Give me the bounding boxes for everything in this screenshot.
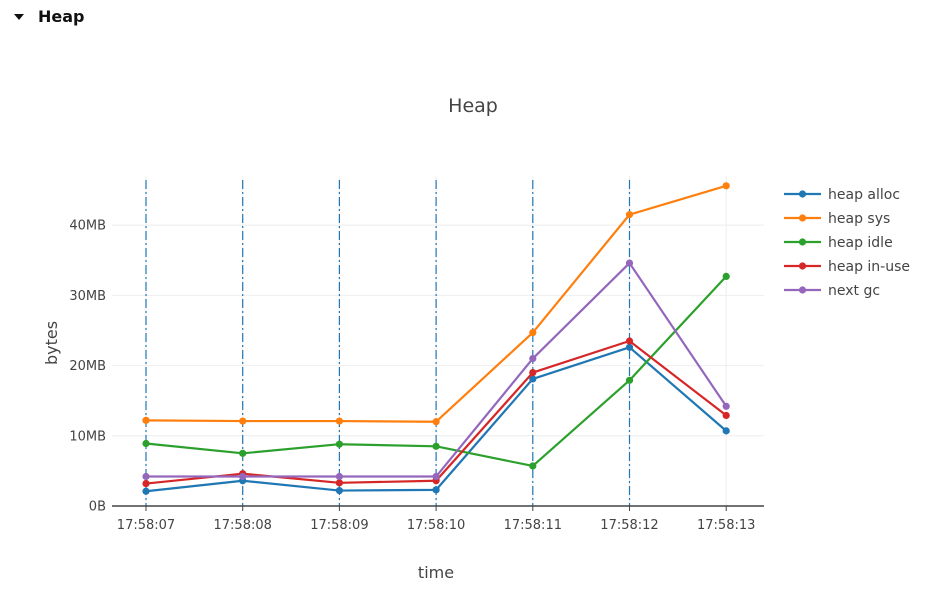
legend-item-heap-alloc[interactable]: heap alloc bbox=[784, 187, 900, 203]
heap-section-toggle[interactable]: Heap bbox=[14, 4, 85, 28]
data-point-heap-sys[interactable] bbox=[529, 328, 537, 337]
data-point-heap-sys[interactable] bbox=[335, 417, 343, 425]
data-point-heap-in-use[interactable] bbox=[142, 479, 150, 488]
legend-item-heap-idle[interactable]: heap idle bbox=[784, 235, 893, 251]
x-tick-label: 17:58:09 bbox=[310, 518, 368, 533]
y-tick-label: 0B bbox=[89, 500, 106, 515]
y-tick-label: 30MB bbox=[69, 289, 106, 304]
x-tick-label: 17:58:07 bbox=[117, 518, 175, 533]
data-point-next-gc[interactable] bbox=[239, 472, 247, 481]
y-axis-title: bytes bbox=[42, 321, 61, 365]
data-point-heap-idle[interactable] bbox=[722, 272, 730, 281]
legend-swatch-point bbox=[798, 238, 807, 246]
data-point-heap-alloc[interactable] bbox=[625, 343, 634, 351]
data-point-heap-in-use[interactable] bbox=[335, 479, 343, 487]
data-point-heap-alloc[interactable] bbox=[722, 427, 730, 435]
legend-swatch-point bbox=[798, 286, 807, 294]
data-point-heap-alloc[interactable] bbox=[432, 486, 440, 494]
data-point-heap-idle[interactable] bbox=[142, 439, 150, 448]
legend-swatch-point bbox=[798, 214, 807, 222]
x-tick-label: 17:58:12 bbox=[600, 518, 658, 533]
data-point-next-gc[interactable] bbox=[142, 472, 150, 481]
data-point-heap-in-use[interactable] bbox=[529, 368, 537, 377]
legend-item-next-gc[interactable]: next gc bbox=[784, 283, 880, 299]
data-point-heap-sys[interactable] bbox=[722, 182, 730, 190]
data-point-heap-alloc[interactable] bbox=[142, 487, 150, 495]
legend-label: heap idle bbox=[828, 235, 893, 251]
data-point-heap-in-use[interactable] bbox=[722, 411, 730, 420]
x-tick-label: 17:58:10 bbox=[407, 518, 465, 533]
data-point-heap-alloc[interactable] bbox=[335, 486, 343, 495]
data-point-next-gc[interactable] bbox=[335, 472, 343, 481]
legend-item-heap-sys[interactable]: heap sys bbox=[784, 211, 890, 227]
data-point-next-gc[interactable] bbox=[529, 354, 537, 363]
y-tick-label: 10MB bbox=[69, 429, 106, 444]
x-tick-label: 17:58:08 bbox=[214, 518, 272, 533]
data-point-next-gc[interactable] bbox=[625, 259, 634, 267]
data-point-heap-sys[interactable] bbox=[432, 418, 440, 426]
x-tick-label: 17:58:13 bbox=[697, 518, 755, 533]
data-point-next-gc[interactable] bbox=[432, 472, 440, 481]
data-point-heap-sys[interactable] bbox=[142, 416, 150, 424]
legend-swatch-point bbox=[798, 262, 807, 270]
legend-label: heap in-use bbox=[828, 259, 910, 275]
data-point-heap-idle[interactable] bbox=[239, 449, 247, 457]
data-point-heap-idle[interactable] bbox=[432, 442, 440, 450]
data-point-heap-sys[interactable] bbox=[239, 417, 247, 425]
data-point-heap-idle[interactable] bbox=[529, 462, 537, 470]
legend-label: next gc bbox=[828, 283, 880, 299]
legend-label: heap sys bbox=[828, 211, 890, 227]
data-point-heap-sys[interactable] bbox=[625, 211, 634, 219]
data-point-heap-alloc[interactable] bbox=[529, 375, 537, 383]
legend-label: heap alloc bbox=[828, 187, 900, 203]
section-title: Heap bbox=[38, 6, 85, 26]
legend-swatch-point bbox=[798, 190, 807, 198]
data-point-heap-idle[interactable] bbox=[625, 376, 634, 384]
caret-down-icon bbox=[14, 13, 24, 20]
x-tick-label: 17:58:11 bbox=[504, 518, 562, 533]
y-tick-label: 20MB bbox=[69, 359, 106, 374]
data-point-heap-in-use[interactable] bbox=[625, 337, 634, 345]
chart-title: Heap bbox=[448, 95, 498, 117]
data-point-next-gc[interactable] bbox=[722, 402, 730, 410]
legend-item-heap-in-use[interactable]: heap in-use bbox=[784, 259, 910, 275]
x-axis-title: time bbox=[418, 563, 454, 582]
data-point-heap-idle[interactable] bbox=[335, 440, 343, 448]
y-tick-label: 40MB bbox=[69, 219, 106, 234]
